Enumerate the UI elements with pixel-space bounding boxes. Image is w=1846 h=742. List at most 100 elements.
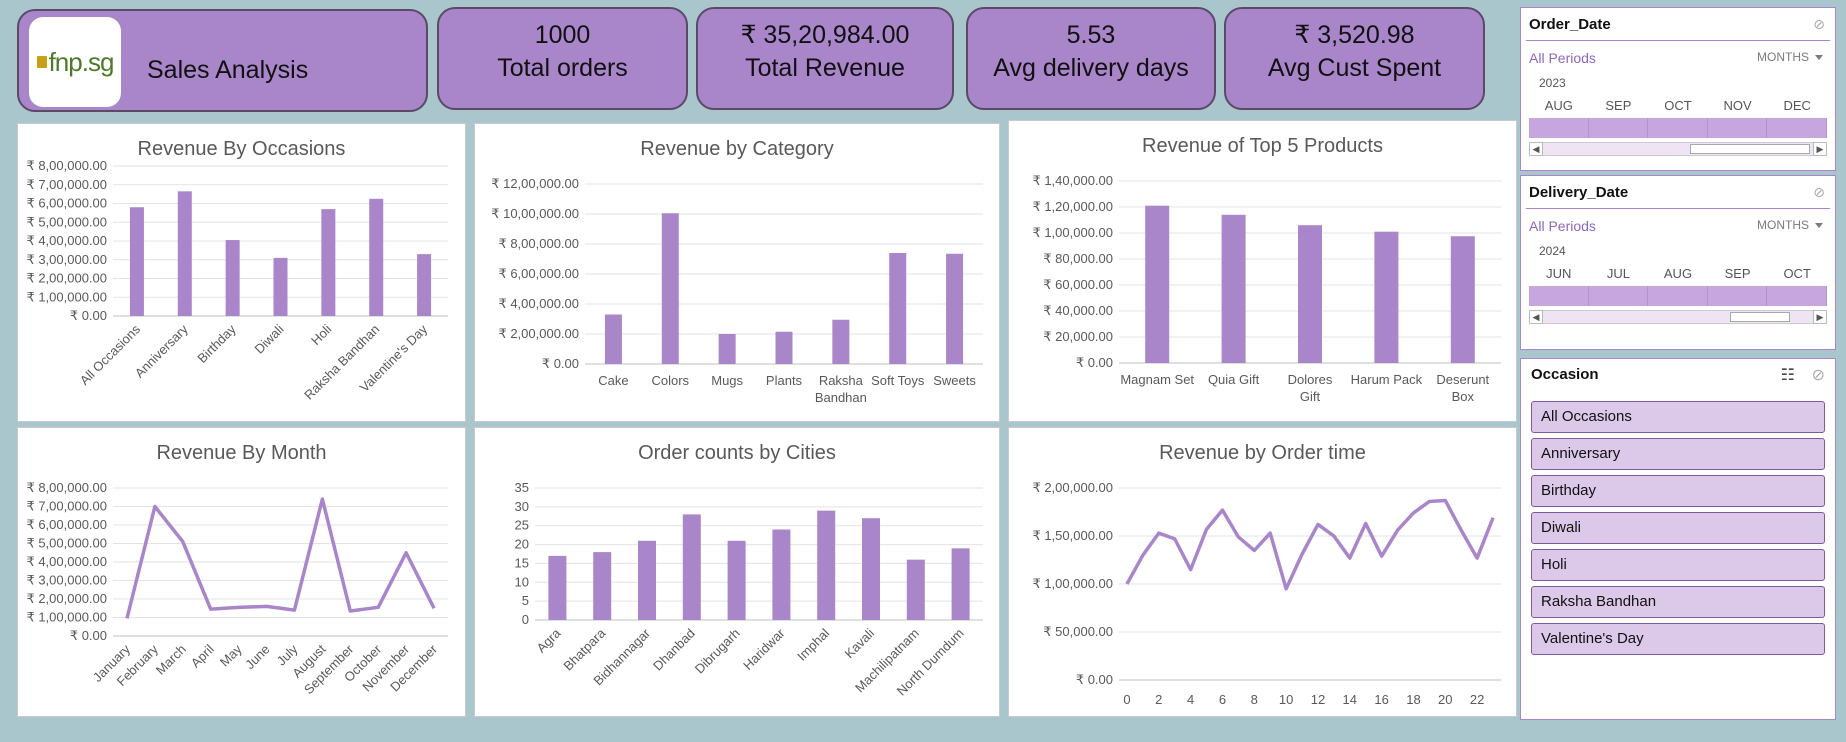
bar	[775, 331, 793, 364]
x-tick-label: April	[188, 641, 217, 670]
timeline-months: JUN JUL AUG SEP OCT	[1529, 266, 1827, 282]
occasion-item[interactable]: Diwali	[1531, 512, 1825, 544]
gift-icon	[36, 56, 47, 68]
y-tick-label: 25	[515, 518, 529, 533]
occasion-item[interactable]: Birthday	[1531, 475, 1825, 507]
timeline-scrollbar[interactable]: ◀ ▶	[1529, 310, 1827, 324]
y-tick-label: ₹ 5,00,000.00	[26, 214, 107, 229]
order-date-timeline-slicer[interactable]: Order_Date ⊘ All Periods MONTHS 2023 AUG…	[1520, 7, 1836, 171]
chart-svg: ₹ 0.00 ₹ 1,00,000.00 ₹ 2,00,000.00 ₹ 3,00,0…	[26, 158, 448, 403]
x-tick-label: 0	[1123, 692, 1130, 707]
y-tick-label: ₹ 6,00,000.00	[498, 266, 579, 281]
chart-title: Revenue by Order time	[1159, 442, 1366, 464]
series-line	[125, 497, 436, 619]
bar	[862, 518, 880, 620]
y-tick-label: ₹ 0.00	[542, 356, 579, 371]
occasion-item[interactable]: Holi	[1531, 549, 1825, 581]
y-tick-label: ₹ 6,00,000.00	[26, 196, 107, 211]
x-tick-label: Deserunt	[1436, 372, 1489, 387]
y-tick-label: 35	[515, 480, 529, 495]
y-tick-label: ₹ 10,00,000.00	[491, 206, 579, 221]
timeline-scrollbar[interactable]: ◀ ▶	[1529, 142, 1827, 156]
y-tick-label: ₹ 4,00,000.00	[26, 233, 107, 248]
scroll-thumb[interactable]	[1690, 144, 1810, 154]
x-tick-label: May	[217, 641, 245, 669]
slicer-title: Order_Date	[1529, 16, 1611, 33]
scroll-left-arrow-icon[interactable]: ◀	[1529, 142, 1543, 156]
scroll-thumb[interactable]	[1730, 312, 1790, 322]
kpi-value: 1000	[534, 21, 591, 49]
y-tick-label: ₹ 2,00,000.00	[1032, 480, 1113, 495]
x-tick-label: June	[242, 642, 273, 673]
x-tick-label: Agra	[533, 625, 564, 656]
time-level-dropdown[interactable]: MONTHS	[1757, 218, 1823, 232]
time-level-value: MONTHS	[1757, 50, 1809, 64]
x-tick-label: All Occasions	[77, 321, 144, 388]
y-tick-label: ₹ 0.00	[70, 628, 107, 643]
scroll-left-arrow-icon[interactable]: ◀	[1529, 310, 1543, 324]
y-tick-label: ₹ 7,00,000.00	[26, 177, 107, 192]
y-tick-label: 0	[522, 612, 529, 627]
all-periods-label: All Periods	[1529, 218, 1596, 234]
clear-filter-icon[interactable]: ⊘	[1813, 184, 1825, 200]
bar	[951, 548, 970, 620]
occasion-item[interactable]: Valentine's Day	[1531, 623, 1825, 655]
x-tick-label: 12	[1311, 692, 1325, 707]
timeline-selection-bar[interactable]	[1529, 286, 1827, 306]
y-tick-label: ₹ 7,00,000.00	[26, 499, 107, 514]
clear-filter-icon[interactable]: ⊘	[1813, 16, 1825, 32]
kpi-avg-cust-spent: ₹ 3,520.98 Avg Cust Spent	[1224, 7, 1485, 110]
x-tick-label: Dibrugarh	[692, 626, 743, 677]
bar	[225, 240, 240, 316]
slicer-divider	[1526, 208, 1830, 209]
x-tick-label: 4	[1187, 692, 1194, 707]
occasion-list: All Occasions Anniversary Birthday Diwal…	[1531, 401, 1825, 660]
kpi-value: 5.53	[1066, 21, 1116, 49]
occasion-item[interactable]: Raksha Bandhan	[1531, 586, 1825, 618]
timeline-selection-bar[interactable]	[1529, 118, 1827, 138]
kpi-value: ₹ 35,20,984.00	[740, 21, 910, 49]
bar	[1450, 236, 1475, 363]
chevron-down-icon	[1815, 223, 1823, 229]
occasion-item[interactable]: All Occasions	[1531, 401, 1825, 433]
bar	[906, 559, 925, 620]
y-tick-label: ₹ 4,00,000.00	[498, 296, 579, 311]
bar	[1221, 214, 1246, 363]
y-tick-label: ₹ 2,00,000.00	[26, 271, 107, 286]
chevron-down-icon	[1815, 55, 1823, 61]
chart-svg: ₹ 0.00 ₹ 1,00,000.00 ₹ 2,00,000.00 ₹ 3,00,0…	[26, 480, 448, 697]
multi-select-icon[interactable]: ☷	[1780, 367, 1795, 384]
timeline-month: AUG	[1663, 266, 1693, 281]
delivery-date-timeline-slicer[interactable]: Delivery_Date ⊘ All Periods MONTHS 2024 …	[1520, 175, 1836, 350]
y-tick-label: ₹ 12,00,000.00	[491, 176, 579, 191]
bar	[832, 319, 850, 364]
scroll-right-arrow-icon[interactable]: ▶	[1813, 310, 1827, 324]
time-level-dropdown[interactable]: MONTHS	[1757, 50, 1823, 64]
occasion-slicer[interactable]: Occasion ☷ ⊘ All Occasions Anniversary B…	[1520, 358, 1836, 720]
chart-title: Revenue By Month	[156, 442, 327, 464]
chart-svg: ₹ 0.00 ₹ 20,000.00 ₹ 40,000.00 ₹ 60,000.00 ₹…	[1032, 173, 1501, 404]
y-tick-label: ₹ 2,00,000.00	[26, 591, 107, 606]
occasion-item[interactable]: Anniversary	[1531, 438, 1825, 470]
brand-tile: fnp.sg Sales Analysis	[17, 9, 428, 112]
dashboard-title: Sales Analysis	[147, 56, 309, 84]
x-tick-label: Holi	[308, 321, 335, 348]
bar	[1298, 225, 1322, 363]
clear-filter-icon[interactable]: ⊘	[1811, 367, 1825, 384]
bar	[946, 253, 964, 364]
slicer-title: Delivery_Date	[1529, 184, 1629, 201]
timeline-month: SEP	[1724, 266, 1751, 281]
bar	[772, 529, 791, 620]
y-tick-label: ₹ 1,00,000.00	[1032, 576, 1113, 591]
timeline-month: OCT	[1783, 266, 1811, 281]
x-tick-label: 2	[1155, 692, 1162, 707]
chart-title: Order counts by Cities	[638, 442, 836, 464]
y-tick-label: ₹ 50,000.00	[1043, 624, 1113, 639]
y-tick-label: ₹ 8,00,000.00	[26, 158, 107, 173]
x-tick-label: Birthday	[194, 321, 239, 366]
bar	[727, 540, 746, 620]
x-tick-label: Mugs	[711, 373, 743, 388]
scroll-right-arrow-icon[interactable]: ▶	[1813, 142, 1827, 156]
x-tick-label: 20	[1438, 692, 1452, 707]
x-tick-label: March	[153, 642, 189, 678]
